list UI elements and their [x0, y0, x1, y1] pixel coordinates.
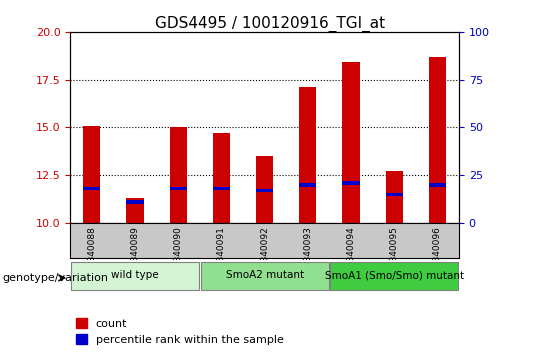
Bar [213, 187, 230, 190]
Text: GSM840091: GSM840091 [217, 226, 226, 281]
Bar [386, 171, 403, 223]
Bar [256, 189, 273, 192]
Text: GSM840090: GSM840090 [174, 226, 183, 281]
Bar [342, 181, 360, 184]
Text: SmoA1 (Smo/Smo) mutant: SmoA1 (Smo/Smo) mutant [325, 270, 464, 280]
Text: GSM840089: GSM840089 [131, 226, 139, 281]
Text: GSM840096: GSM840096 [433, 226, 442, 281]
Text: GDS4495 / 100120916_TGI_at: GDS4495 / 100120916_TGI_at [155, 16, 385, 32]
Bar [83, 187, 100, 190]
Bar [71, 262, 199, 290]
Text: GSM840094: GSM840094 [347, 226, 355, 281]
Text: genotype/variation: genotype/variation [3, 273, 109, 283]
Bar [83, 126, 100, 223]
Bar [213, 133, 230, 223]
Bar [386, 193, 403, 196]
Bar [429, 57, 446, 223]
Bar [170, 127, 187, 223]
Text: GSM840093: GSM840093 [303, 226, 312, 281]
Bar [201, 262, 328, 290]
Bar [299, 183, 316, 187]
Bar [299, 87, 316, 223]
Text: SmoA2 mutant: SmoA2 mutant [226, 270, 303, 280]
Legend: count, percentile rank within the sample: count, percentile rank within the sample [76, 319, 284, 345]
Text: GSM840092: GSM840092 [260, 226, 269, 281]
Bar [330, 262, 458, 290]
Bar [256, 156, 273, 223]
Bar [126, 200, 144, 204]
Text: GSM840095: GSM840095 [390, 226, 399, 281]
Text: wild type: wild type [111, 270, 159, 280]
Bar [170, 187, 187, 190]
Bar [126, 198, 144, 223]
Bar [429, 183, 446, 187]
Text: GSM840088: GSM840088 [87, 226, 96, 281]
Bar [342, 62, 360, 223]
